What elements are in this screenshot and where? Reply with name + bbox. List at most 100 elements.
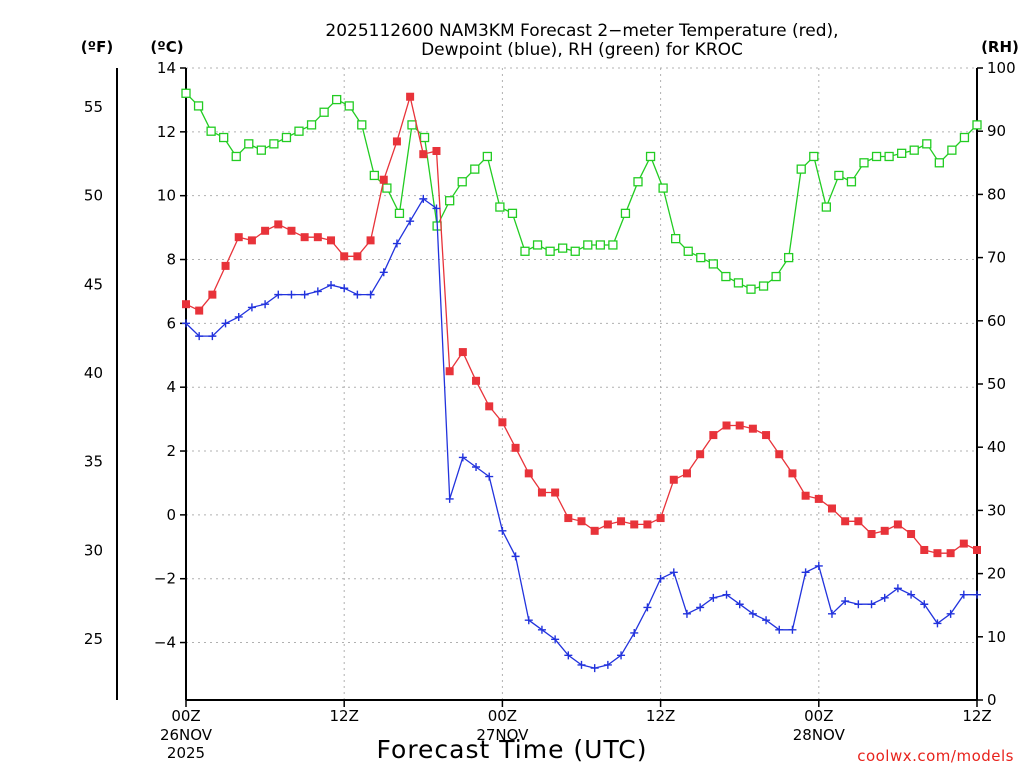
- rh-tick-label: 100: [987, 59, 1016, 77]
- dewpoint-point: [933, 619, 942, 628]
- fahrenheit-unit-label: (ºF): [81, 38, 113, 56]
- dewpoint-point: [762, 616, 771, 625]
- temperature-point: [234, 233, 243, 242]
- temperature-point: [656, 514, 665, 523]
- rh-point: [181, 88, 191, 98]
- temperature-point: [524, 469, 533, 478]
- rh-point: [532, 240, 543, 250]
- dewpoint-point: [775, 625, 784, 634]
- celsius-tick-label: 6: [166, 314, 176, 332]
- temperature-point: [182, 300, 190, 309]
- temperature-point: [551, 488, 560, 497]
- celsius-tick-label: 8: [166, 251, 176, 269]
- temperature-point: [603, 520, 612, 529]
- dewpoint-point: [392, 239, 401, 248]
- rh-point: [357, 120, 367, 130]
- rh-point: [244, 139, 254, 149]
- temperature-point: [788, 469, 797, 478]
- temperature-point: [287, 226, 296, 235]
- celsius-tick-label: −4: [154, 634, 176, 652]
- temperature-point: [709, 431, 718, 440]
- x-axis-title: Forecast Time (UTC): [377, 735, 648, 764]
- x-tick-year-label: 2025: [167, 744, 205, 762]
- dewpoint-point: [195, 332, 204, 341]
- rh-point: [809, 151, 819, 162]
- dewpoint-point: [300, 290, 309, 299]
- temperature-point: [300, 233, 309, 242]
- temperature-point: [643, 520, 652, 529]
- x-tick-date-label: 26NOV: [160, 726, 213, 744]
- rh-tick-label: 40: [987, 438, 1006, 456]
- rh-point: [520, 246, 530, 256]
- temperature-point: [432, 146, 441, 155]
- temperature-point: [814, 494, 823, 503]
- rh-point: [922, 139, 932, 149]
- dewpoint-point: [221, 319, 230, 328]
- dewpoint-series: [182, 194, 981, 673]
- dewpoint-point: [907, 590, 916, 599]
- rh-point: [771, 271, 781, 282]
- dewpoint-point: [735, 600, 744, 609]
- dewpoint-point: [432, 204, 441, 213]
- fahrenheit-tick-label: 30: [84, 541, 103, 559]
- rh-point: [545, 246, 555, 256]
- dewpoint-point: [208, 332, 217, 341]
- temperature-point: [880, 526, 889, 535]
- rh-point: [306, 120, 317, 130]
- temperature-point: [313, 233, 322, 242]
- rh-point: [721, 271, 731, 282]
- rh-point: [193, 101, 204, 111]
- temperature-point: [722, 421, 731, 430]
- rh-point: [909, 145, 919, 155]
- celsius-tick-label: 14: [157, 59, 176, 77]
- dewpoint-point: [682, 609, 691, 618]
- temperature-point: [867, 530, 876, 539]
- temperature-point: [379, 175, 388, 184]
- temperature-point: [748, 424, 757, 433]
- fahrenheit-tick-label: 50: [84, 187, 103, 205]
- temperature-point: [630, 520, 639, 529]
- rh-point: [407, 120, 417, 130]
- rh-tick-label: 0: [987, 691, 997, 709]
- dewpoint-point: [445, 494, 454, 503]
- dewpoint-point: [748, 609, 757, 618]
- rh-point: [269, 139, 279, 149]
- dewpoint-point: [564, 651, 573, 660]
- dewpoint-point: [841, 597, 850, 606]
- x-tick-label: 00Z: [804, 707, 833, 725]
- rh-unit-label: (RH): [981, 38, 1019, 56]
- temperature-point: [841, 517, 850, 526]
- temperature-series: [182, 92, 981, 558]
- dewpoint-point: [458, 453, 467, 462]
- celsius-tick-label: −2: [154, 570, 176, 588]
- temperature-point: [577, 517, 586, 526]
- celsius-tick-label: 0: [166, 506, 176, 524]
- dewpoint-point: [247, 303, 256, 312]
- rh-point: [884, 151, 894, 162]
- x-tick-label: 12Z: [646, 707, 675, 725]
- rh-point: [206, 126, 216, 136]
- temperature-point: [406, 92, 415, 101]
- rh-point: [219, 132, 229, 143]
- dewpoint-point: [827, 609, 836, 618]
- rh-point: [972, 120, 982, 130]
- x-tick-label: 00Z: [488, 707, 517, 725]
- dewpoint-point: [973, 590, 981, 599]
- dewpoint-point: [854, 600, 863, 609]
- rh-point: [608, 240, 618, 250]
- rh-point: [457, 177, 467, 187]
- temperature-point: [801, 491, 810, 500]
- credit-label: coolwx.com/models: [857, 747, 1014, 765]
- rh-point: [507, 208, 518, 219]
- rh-point: [344, 101, 354, 111]
- dewpoint-point: [880, 593, 889, 602]
- temperature-point: [827, 504, 836, 513]
- fahrenheit-tick-label: 25: [84, 630, 103, 648]
- temperature-point: [669, 475, 678, 484]
- rh-point: [419, 132, 430, 143]
- rh-point: [708, 259, 718, 269]
- fahrenheit-tick-label: 45: [84, 275, 103, 293]
- celsius-unit-label: (ºC): [150, 38, 183, 56]
- temperature-line: [185, 94, 978, 554]
